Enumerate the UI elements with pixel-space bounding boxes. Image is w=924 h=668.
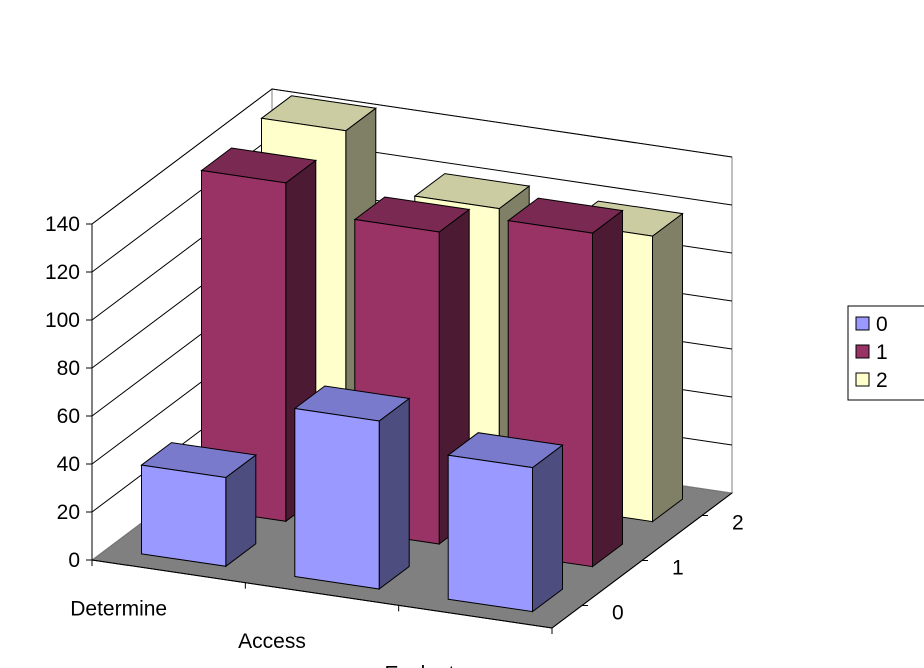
y-tick-label: 80 <box>57 357 80 380</box>
bar-side <box>592 209 623 568</box>
bar-side <box>378 397 410 590</box>
bar-series-1-determine <box>200 147 318 523</box>
legend-swatch <box>855 372 870 387</box>
y-tick-label: 20 <box>57 501 80 524</box>
bar-front <box>201 169 287 522</box>
category-label: Evaluate <box>384 663 466 668</box>
y-tick-label: 0 <box>68 549 80 572</box>
legend: 0 1 2 <box>847 305 924 401</box>
legend-label: 0 <box>876 313 888 336</box>
depth-label: 1 <box>672 557 684 580</box>
bars <box>140 95 684 613</box>
bar-front <box>447 454 533 613</box>
gridline <box>91 88 733 225</box>
y-tick-label: 60 <box>57 405 80 428</box>
axes <box>86 223 733 634</box>
category-label: Access <box>238 630 306 653</box>
depth-label: 2 <box>732 512 744 535</box>
legend-swatch <box>855 316 870 331</box>
legend-swatch <box>855 344 870 359</box>
bar-front <box>294 407 380 590</box>
bar-series-0-evaluate <box>446 432 564 613</box>
y-tick-label: 100 <box>45 309 80 332</box>
bar-front <box>141 464 227 567</box>
bar-series-0-determine <box>140 442 258 568</box>
depth-label: 0 <box>612 602 624 625</box>
legend-label: 1 <box>876 341 888 364</box>
bar-side <box>652 212 683 523</box>
bar-series-0-access <box>293 385 411 590</box>
category-axis <box>91 559 553 629</box>
y-tick-label: 120 <box>45 261 80 284</box>
axis-labels: 020406080100120140DetermineAccessEvaluat… <box>45 213 744 668</box>
y-tick-label: 40 <box>57 453 80 476</box>
legend-label: 2 <box>876 369 888 392</box>
category-label: Determine <box>70 597 167 620</box>
y-tick-label: 140 <box>45 213 80 236</box>
bar-side <box>532 444 563 613</box>
